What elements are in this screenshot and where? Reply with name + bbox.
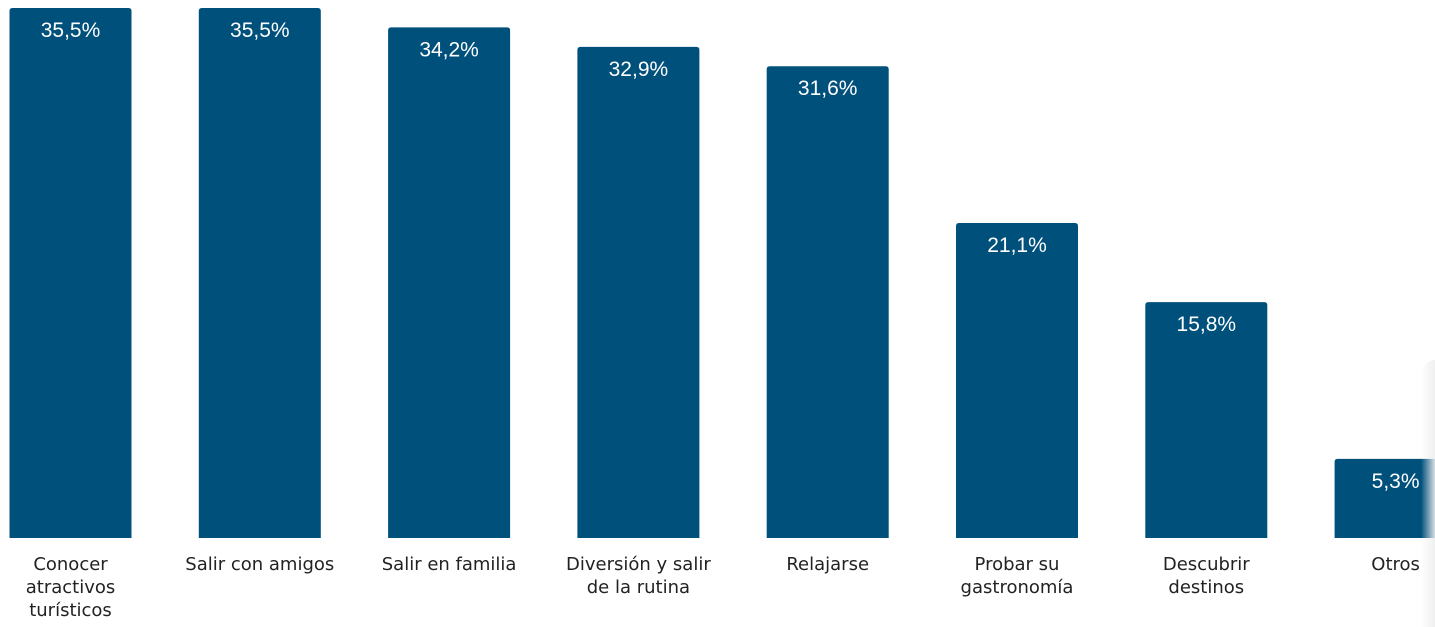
category-label-line: Diversión y salir xyxy=(566,554,711,575)
bar-value-label-4: 31,6% xyxy=(798,77,858,100)
bar-0 xyxy=(9,8,132,538)
category-label-line: Conocer xyxy=(33,554,108,575)
bar-1 xyxy=(198,8,321,538)
category-label-6: Descubrir destinos xyxy=(1163,554,1250,598)
category-label-5: Probar su gastronomía xyxy=(961,554,1074,598)
bar-7 xyxy=(1334,458,1435,538)
category-labels-group: Conocer atractivos turísticos Salir con ami… xyxy=(26,554,1420,621)
bar-value-label-7: 5,3% xyxy=(1372,470,1420,493)
category-label-line: Relajarse xyxy=(786,554,869,575)
bar-3 xyxy=(577,46,700,539)
category-label-3: Diversión y salir de la rutina xyxy=(566,554,711,598)
bar-2 xyxy=(388,27,511,539)
bar-value-label-1: 35,5% xyxy=(230,19,290,42)
category-label-1: Salir con amigos xyxy=(185,554,334,575)
category-label-line: destinos xyxy=(1168,577,1244,598)
bar-value-label-5: 21,1% xyxy=(987,234,1047,257)
category-label-0: Conocer atractivos turísticos xyxy=(26,554,116,621)
bar-5 xyxy=(956,222,1078,539)
category-label-line: Descubrir xyxy=(1163,554,1250,575)
category-label-line: gastronomía xyxy=(961,577,1074,598)
bar-value-label-6: 15,8% xyxy=(1177,313,1237,336)
value-labels-group: 35,5% 35,5% 34,2% 32,9% 31,6% 21,1% 15,8% 5,3% xyxy=(41,19,1420,493)
category-label-line: atractivos xyxy=(26,577,116,598)
edge-shadow xyxy=(1421,360,1435,627)
category-label-line: turísticos xyxy=(29,600,112,621)
category-label-line: Salir con amigos xyxy=(185,554,334,575)
category-label-line: Probar su xyxy=(975,554,1060,575)
bar-value-label-0: 35,5% xyxy=(41,19,101,42)
category-label-7: Otros xyxy=(1371,554,1420,575)
category-label-4: Relajarse xyxy=(786,554,869,575)
category-label-2: Salir en familia xyxy=(382,554,517,575)
category-label-line: Otros xyxy=(1371,554,1420,575)
bar-value-label-3: 32,9% xyxy=(609,58,669,81)
bar-4 xyxy=(766,66,889,539)
bars-group xyxy=(9,8,1435,539)
category-label-line: Salir en familia xyxy=(382,554,517,575)
category-label-line: de la rutina xyxy=(587,577,690,598)
bar-6 xyxy=(1145,302,1268,538)
bar-value-label-2: 34,2% xyxy=(419,38,479,61)
